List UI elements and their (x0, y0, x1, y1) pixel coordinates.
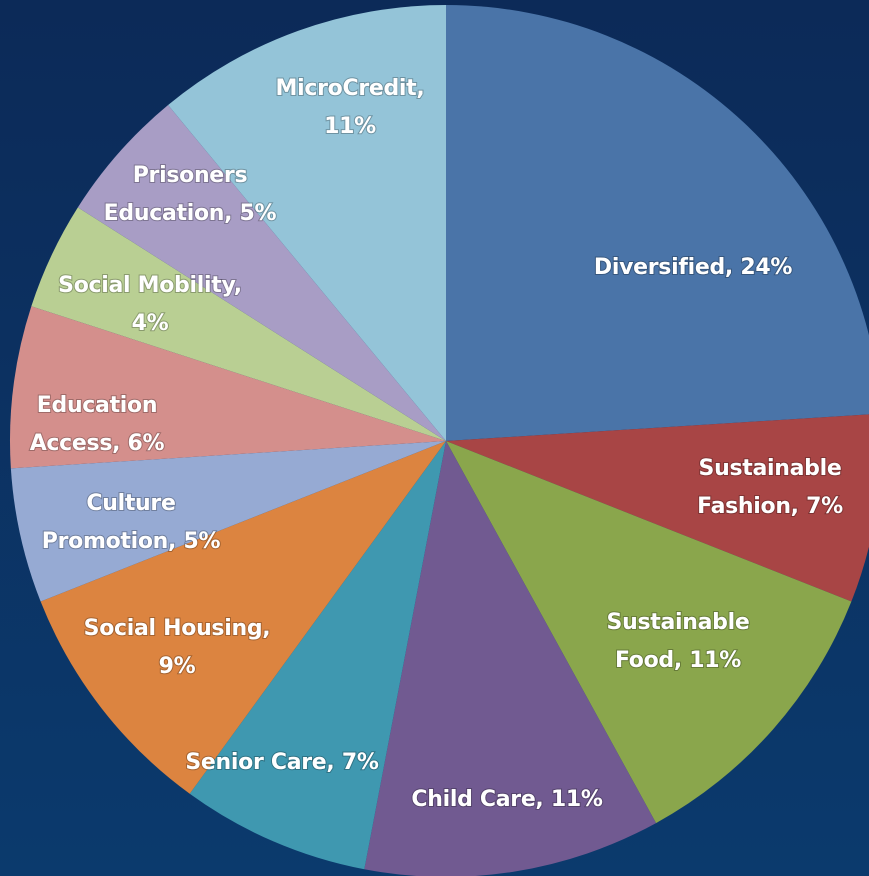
slice-label: MicroCredit, (276, 76, 425, 101)
slice-label: Promotion, 5% (42, 529, 221, 554)
pie-slice (364, 441, 657, 876)
pie-slice (77, 105, 447, 442)
slice-label: Diversified, 24% (594, 255, 792, 280)
slice-label: Food, 11% (615, 648, 741, 673)
pie-slice (189, 441, 446, 870)
slice-label: 11% (324, 114, 376, 139)
slice-label: Education (37, 393, 157, 418)
slice-label: Prisoners (133, 163, 248, 188)
slice-label: 4% (132, 311, 169, 336)
slice-label: Sustainable (607, 610, 750, 635)
slice-label: Fashion, 7% (697, 494, 843, 519)
slice-label: Child Care, 11% (411, 787, 602, 812)
slice-label: 9% (159, 654, 196, 679)
slice-label: Access, 6% (30, 431, 165, 456)
slice-label: Culture (86, 491, 175, 516)
pie-slice (168, 5, 447, 441)
pie-slice (446, 414, 869, 602)
pie-slice (40, 441, 446, 794)
slice-label: Education, 5% (104, 201, 277, 226)
slice-label: Social Mobility, (58, 273, 242, 298)
pie-slice (10, 441, 446, 602)
slice-label: Sustainable (699, 456, 842, 481)
pie-slice (31, 207, 447, 441)
pie-slice (446, 5, 869, 441)
pie-slice (446, 441, 852, 824)
pie-slice (10, 306, 446, 469)
slice-label: Senior Care, 7% (185, 750, 378, 775)
slice-label: Social Housing, (84, 616, 271, 641)
